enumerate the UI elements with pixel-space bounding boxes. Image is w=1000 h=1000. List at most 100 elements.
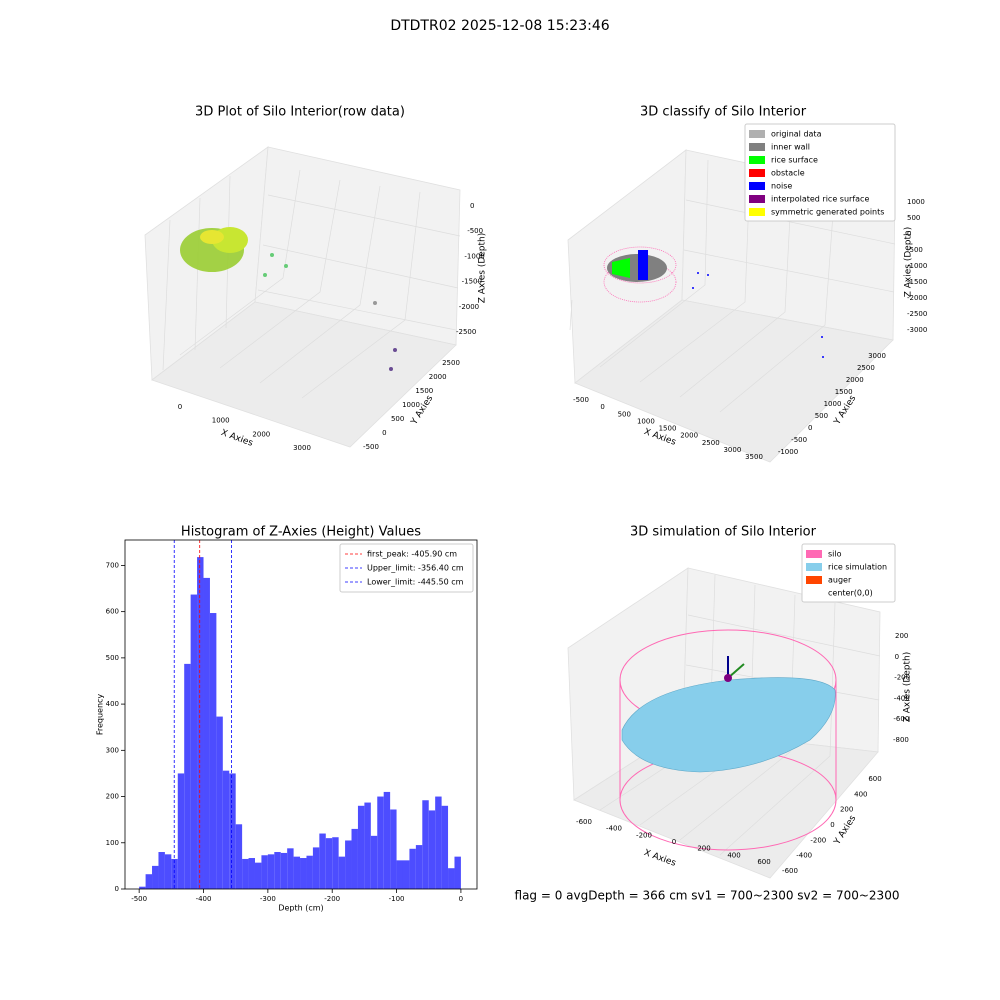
x-tick-label: 1000 bbox=[637, 417, 655, 425]
z-tick-label: -500 bbox=[467, 227, 483, 235]
bar bbox=[390, 809, 397, 889]
legend-swatch bbox=[749, 169, 765, 177]
x-axis-label: Depth (cm) bbox=[278, 904, 323, 913]
x-tick-label: 1500 bbox=[659, 425, 677, 433]
y-tick-label: -600 bbox=[782, 867, 798, 875]
bar bbox=[306, 855, 313, 889]
bar bbox=[267, 854, 275, 889]
legend-label: Lower_limit: -445.50 cm bbox=[367, 578, 464, 587]
legend-label: Upper_limit: -356.40 cm bbox=[367, 564, 464, 573]
y-tick-label: 200 bbox=[106, 793, 119, 801]
bar bbox=[209, 613, 217, 889]
legend-box bbox=[339, 543, 474, 593]
plot-frame bbox=[124, 539, 478, 890]
bar bbox=[261, 855, 268, 889]
z-tick-label: -2500 bbox=[907, 310, 927, 318]
bar bbox=[422, 800, 429, 889]
z-tick-label: -2500 bbox=[456, 328, 476, 336]
y-axis-label: Frequency bbox=[96, 694, 105, 736]
panel-3d-1 bbox=[144, 146, 461, 448]
bar bbox=[409, 848, 416, 889]
bar bbox=[222, 770, 230, 889]
z-tick-label: -1500 bbox=[462, 278, 482, 286]
y-tick-label: 2000 bbox=[846, 376, 864, 384]
bar bbox=[428, 810, 436, 889]
bar bbox=[139, 886, 146, 889]
z-tick-label: 0 bbox=[895, 653, 899, 661]
x-tick-label: 0 bbox=[672, 838, 676, 846]
bar bbox=[152, 865, 159, 889]
bar bbox=[415, 845, 423, 889]
bar bbox=[190, 594, 198, 889]
z-tick-label: -600 bbox=[893, 715, 909, 723]
legend-label: original data bbox=[771, 130, 822, 139]
x-tick-label: -100 bbox=[389, 895, 405, 903]
y-tick-label: -1000 bbox=[778, 448, 798, 456]
y-tick-label: 1000 bbox=[824, 400, 842, 408]
legend-label: obstacle bbox=[771, 169, 805, 178]
x-tick-label: -200 bbox=[636, 831, 652, 839]
legend-label: rice simulation bbox=[828, 563, 887, 572]
y-tick-label: 100 bbox=[106, 839, 119, 847]
legend-label: interpolated rice surface bbox=[771, 195, 869, 204]
z-tick-label: -500 bbox=[907, 246, 923, 254]
x-tick-label: 3000 bbox=[293, 444, 311, 452]
y-tick-label: 0 bbox=[830, 821, 834, 829]
x-tick-label: 0 bbox=[459, 895, 463, 903]
x-tick-label: -200 bbox=[324, 895, 340, 903]
z-tick-label: -1000 bbox=[907, 262, 927, 270]
bar bbox=[364, 802, 371, 889]
bar bbox=[448, 868, 455, 889]
bar bbox=[274, 852, 281, 889]
legend-label: auger bbox=[828, 576, 852, 585]
y-tick-label: -500 bbox=[791, 436, 807, 444]
z-tick-label: -800 bbox=[893, 736, 909, 744]
x-tick-label: -400 bbox=[196, 895, 212, 903]
z-tick-label: 1000 bbox=[907, 198, 925, 206]
legend-label: symmetric generated points bbox=[771, 208, 884, 217]
x-tick-label: 400 bbox=[727, 851, 740, 859]
legend-box bbox=[801, 543, 896, 603]
bar bbox=[235, 824, 243, 889]
z-tick-label: -2000 bbox=[907, 294, 927, 302]
bar bbox=[171, 858, 178, 889]
x-tick-label: 2000 bbox=[680, 432, 698, 440]
y-axis-label: Y Axies bbox=[409, 394, 435, 428]
x-tick-label: 0 bbox=[178, 403, 182, 411]
legend-swatch bbox=[806, 589, 822, 597]
x-tick-label: 200 bbox=[697, 845, 710, 853]
x-tick-label: 3000 bbox=[723, 446, 741, 454]
legend-swatch bbox=[749, 195, 765, 203]
z-axis-label: Z Axies (Depth) bbox=[478, 233, 488, 304]
x-tick-label: 2500 bbox=[702, 439, 720, 447]
legend-label: first_peak: -405.90 cm bbox=[367, 550, 457, 559]
y-axis-label: Y Axies bbox=[832, 394, 858, 428]
legend-label: center(0,0) bbox=[828, 589, 873, 598]
bar bbox=[242, 858, 249, 889]
z-axis-label: Z Axies (Depth) bbox=[903, 652, 913, 723]
bar bbox=[184, 663, 191, 889]
y-tick-label: 0 bbox=[808, 424, 812, 432]
bar bbox=[254, 862, 262, 889]
legend-swatch bbox=[749, 182, 765, 190]
bar bbox=[145, 874, 153, 889]
legend-swatch bbox=[749, 156, 765, 164]
bar bbox=[280, 852, 288, 889]
y-tick-label: 500 bbox=[106, 654, 119, 662]
z-tick-label: -400 bbox=[894, 694, 910, 702]
y-tick-label: 400 bbox=[854, 790, 867, 798]
legend-label: noise bbox=[771, 182, 792, 191]
chart-title: 3D Plot of Silo Interior(row data) bbox=[195, 105, 405, 120]
y-tick-label: 0 bbox=[382, 429, 386, 437]
bar bbox=[441, 805, 449, 889]
y-tick-label: 1000 bbox=[402, 401, 420, 409]
y-tick-label: 2500 bbox=[857, 364, 875, 372]
x-tick-label: 600 bbox=[757, 858, 770, 866]
x-tick-label: -300 bbox=[260, 895, 276, 903]
chart-title: Histogram of Z-Axies (Height) Values bbox=[181, 525, 421, 540]
chart-title: 3D classify of Silo Interior bbox=[640, 105, 807, 120]
panel-3d-4 bbox=[567, 567, 881, 879]
x-tick-label: -600 bbox=[576, 818, 592, 826]
y-tick-label: 600 bbox=[868, 775, 881, 783]
z-tick-label: 200 bbox=[895, 632, 908, 640]
